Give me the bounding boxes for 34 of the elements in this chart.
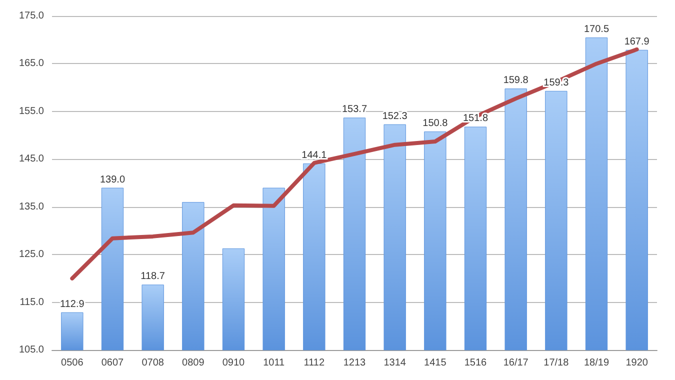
x-tick-label: 0910: [222, 358, 246, 368]
x-tick-label: 1415: [424, 358, 447, 368]
y-tick-label: 165.0: [18, 58, 44, 70]
data-label: 153.7: [342, 104, 368, 116]
y-tick-label: 155.0: [18, 106, 44, 117]
y-tick-label: 105.0: [18, 344, 44, 356]
x-tick-label: 17/18: [544, 358, 570, 368]
x-tick-label: 0809: [182, 358, 205, 368]
data-label: 150.8: [422, 118, 448, 129]
line-series: [70, 47, 639, 280]
x-tick-label: 1314: [384, 358, 406, 368]
y-tick-label: 145.0: [18, 154, 44, 165]
x-tick-label: 16/17: [503, 358, 529, 368]
data-label: 139.0: [100, 174, 126, 186]
x-tick-label: 1112: [304, 358, 325, 368]
x-tick-label: 1213: [343, 358, 366, 368]
data-label: 159.8: [503, 75, 529, 86]
data-label: 112.9: [60, 298, 85, 310]
x-tick-label: 18/19: [584, 358, 610, 368]
y-tick-label: 175.0: [18, 10, 44, 22]
data-label: 152.3: [382, 110, 408, 122]
x-tick-label: 1920: [626, 358, 648, 368]
data-label: 144.1: [302, 150, 328, 161]
x-tick-label: 1011: [263, 358, 286, 368]
y-tick-label: 125.0: [18, 249, 44, 260]
data-label: 167.9: [624, 36, 650, 48]
data-label: 118.7: [140, 271, 166, 282]
x-tick-label: 1516: [464, 358, 488, 368]
x-tick-label: 0506: [61, 358, 84, 368]
y-tick-label: 135.0: [18, 201, 44, 212]
x-tick-label: 0607: [101, 358, 124, 368]
data-label: 170.5: [584, 24, 610, 35]
x-tick-label: 0708: [142, 358, 164, 368]
y-tick-label: 115.0: [20, 296, 44, 308]
